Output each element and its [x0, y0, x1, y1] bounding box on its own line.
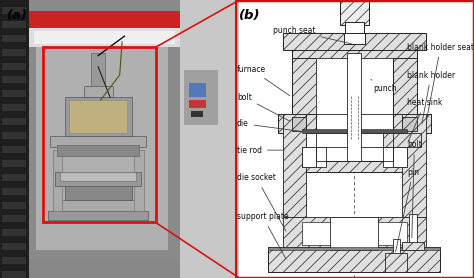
- Bar: [392, 239, 400, 272]
- Bar: [29, 28, 180, 47]
- Bar: [340, 0, 369, 25]
- Bar: [301, 147, 316, 167]
- Bar: [292, 44, 417, 58]
- Bar: [2, 202, 27, 208]
- Text: blank holder seat: blank holder seat: [407, 43, 474, 120]
- Bar: [55, 172, 141, 186]
- Text: punch: punch: [371, 80, 397, 93]
- Bar: [29, 17, 180, 28]
- Bar: [2, 76, 27, 83]
- Bar: [2, 160, 27, 167]
- Bar: [278, 114, 431, 133]
- Bar: [410, 214, 417, 250]
- Bar: [2, 104, 27, 111]
- Bar: [84, 86, 112, 97]
- Bar: [345, 22, 364, 36]
- Bar: [383, 147, 407, 167]
- Bar: [306, 133, 402, 147]
- Bar: [392, 147, 407, 167]
- Bar: [29, 17, 180, 33]
- Bar: [316, 58, 392, 161]
- Bar: [29, 11, 180, 22]
- Bar: [283, 114, 306, 217]
- Text: bolt: bolt: [237, 93, 290, 121]
- Text: (a): (a): [7, 9, 28, 23]
- Bar: [402, 242, 424, 250]
- Bar: [2, 271, 27, 278]
- Bar: [2, 215, 27, 222]
- Bar: [383, 133, 421, 147]
- Bar: [69, 100, 127, 133]
- Bar: [347, 53, 362, 161]
- Text: pin: pin: [396, 168, 419, 252]
- Bar: [292, 117, 306, 131]
- Bar: [2, 257, 27, 264]
- Bar: [392, 44, 417, 172]
- Bar: [57, 145, 139, 156]
- Text: die: die: [237, 119, 304, 132]
- Bar: [378, 222, 407, 245]
- Text: punch seat: punch seat: [273, 26, 352, 44]
- Bar: [134, 150, 144, 211]
- Bar: [29, 259, 180, 278]
- Text: bolt: bolt: [407, 140, 422, 238]
- Bar: [316, 114, 392, 133]
- Text: blank holder: blank holder: [407, 71, 455, 124]
- Bar: [283, 33, 426, 50]
- Bar: [29, 0, 180, 278]
- Bar: [36, 14, 168, 250]
- Bar: [48, 211, 148, 220]
- Bar: [60, 172, 137, 181]
- Bar: [301, 147, 326, 167]
- Bar: [2, 188, 27, 195]
- Bar: [402, 114, 426, 217]
- Text: support plate: support plate: [237, 212, 289, 259]
- Bar: [189, 83, 206, 97]
- Bar: [2, 63, 27, 70]
- Bar: [2, 49, 27, 56]
- Bar: [292, 161, 417, 172]
- Bar: [2, 243, 27, 250]
- Bar: [2, 90, 27, 97]
- Bar: [283, 217, 426, 250]
- Text: tie rod: tie rod: [237, 146, 284, 155]
- Bar: [2, 21, 27, 28]
- Text: die socket: die socket: [237, 173, 286, 231]
- Bar: [2, 174, 27, 181]
- Bar: [50, 136, 146, 147]
- Bar: [268, 247, 440, 272]
- Bar: [385, 253, 407, 272]
- Bar: [64, 183, 132, 200]
- Bar: [191, 111, 203, 117]
- Bar: [2, 7, 27, 14]
- Bar: [2, 229, 27, 236]
- Bar: [2, 35, 27, 42]
- Bar: [60, 200, 137, 211]
- Bar: [330, 217, 378, 250]
- Bar: [316, 58, 392, 161]
- Bar: [2, 146, 27, 153]
- Bar: [64, 97, 132, 136]
- Bar: [2, 132, 27, 139]
- Bar: [0, 0, 29, 278]
- Bar: [189, 100, 206, 108]
- Text: furnace: furnace: [237, 65, 290, 96]
- Bar: [292, 44, 316, 172]
- Bar: [268, 247, 440, 250]
- Bar: [53, 150, 62, 211]
- Text: heat sink: heat sink: [407, 98, 442, 142]
- Bar: [184, 70, 218, 125]
- Bar: [180, 0, 239, 278]
- Bar: [402, 117, 417, 131]
- Bar: [344, 33, 365, 44]
- Bar: [301, 222, 330, 245]
- Bar: [43, 47, 155, 222]
- Bar: [91, 53, 105, 86]
- Bar: [301, 129, 407, 133]
- Bar: [2, 118, 27, 125]
- Bar: [34, 31, 175, 44]
- Text: (b): (b): [239, 9, 261, 23]
